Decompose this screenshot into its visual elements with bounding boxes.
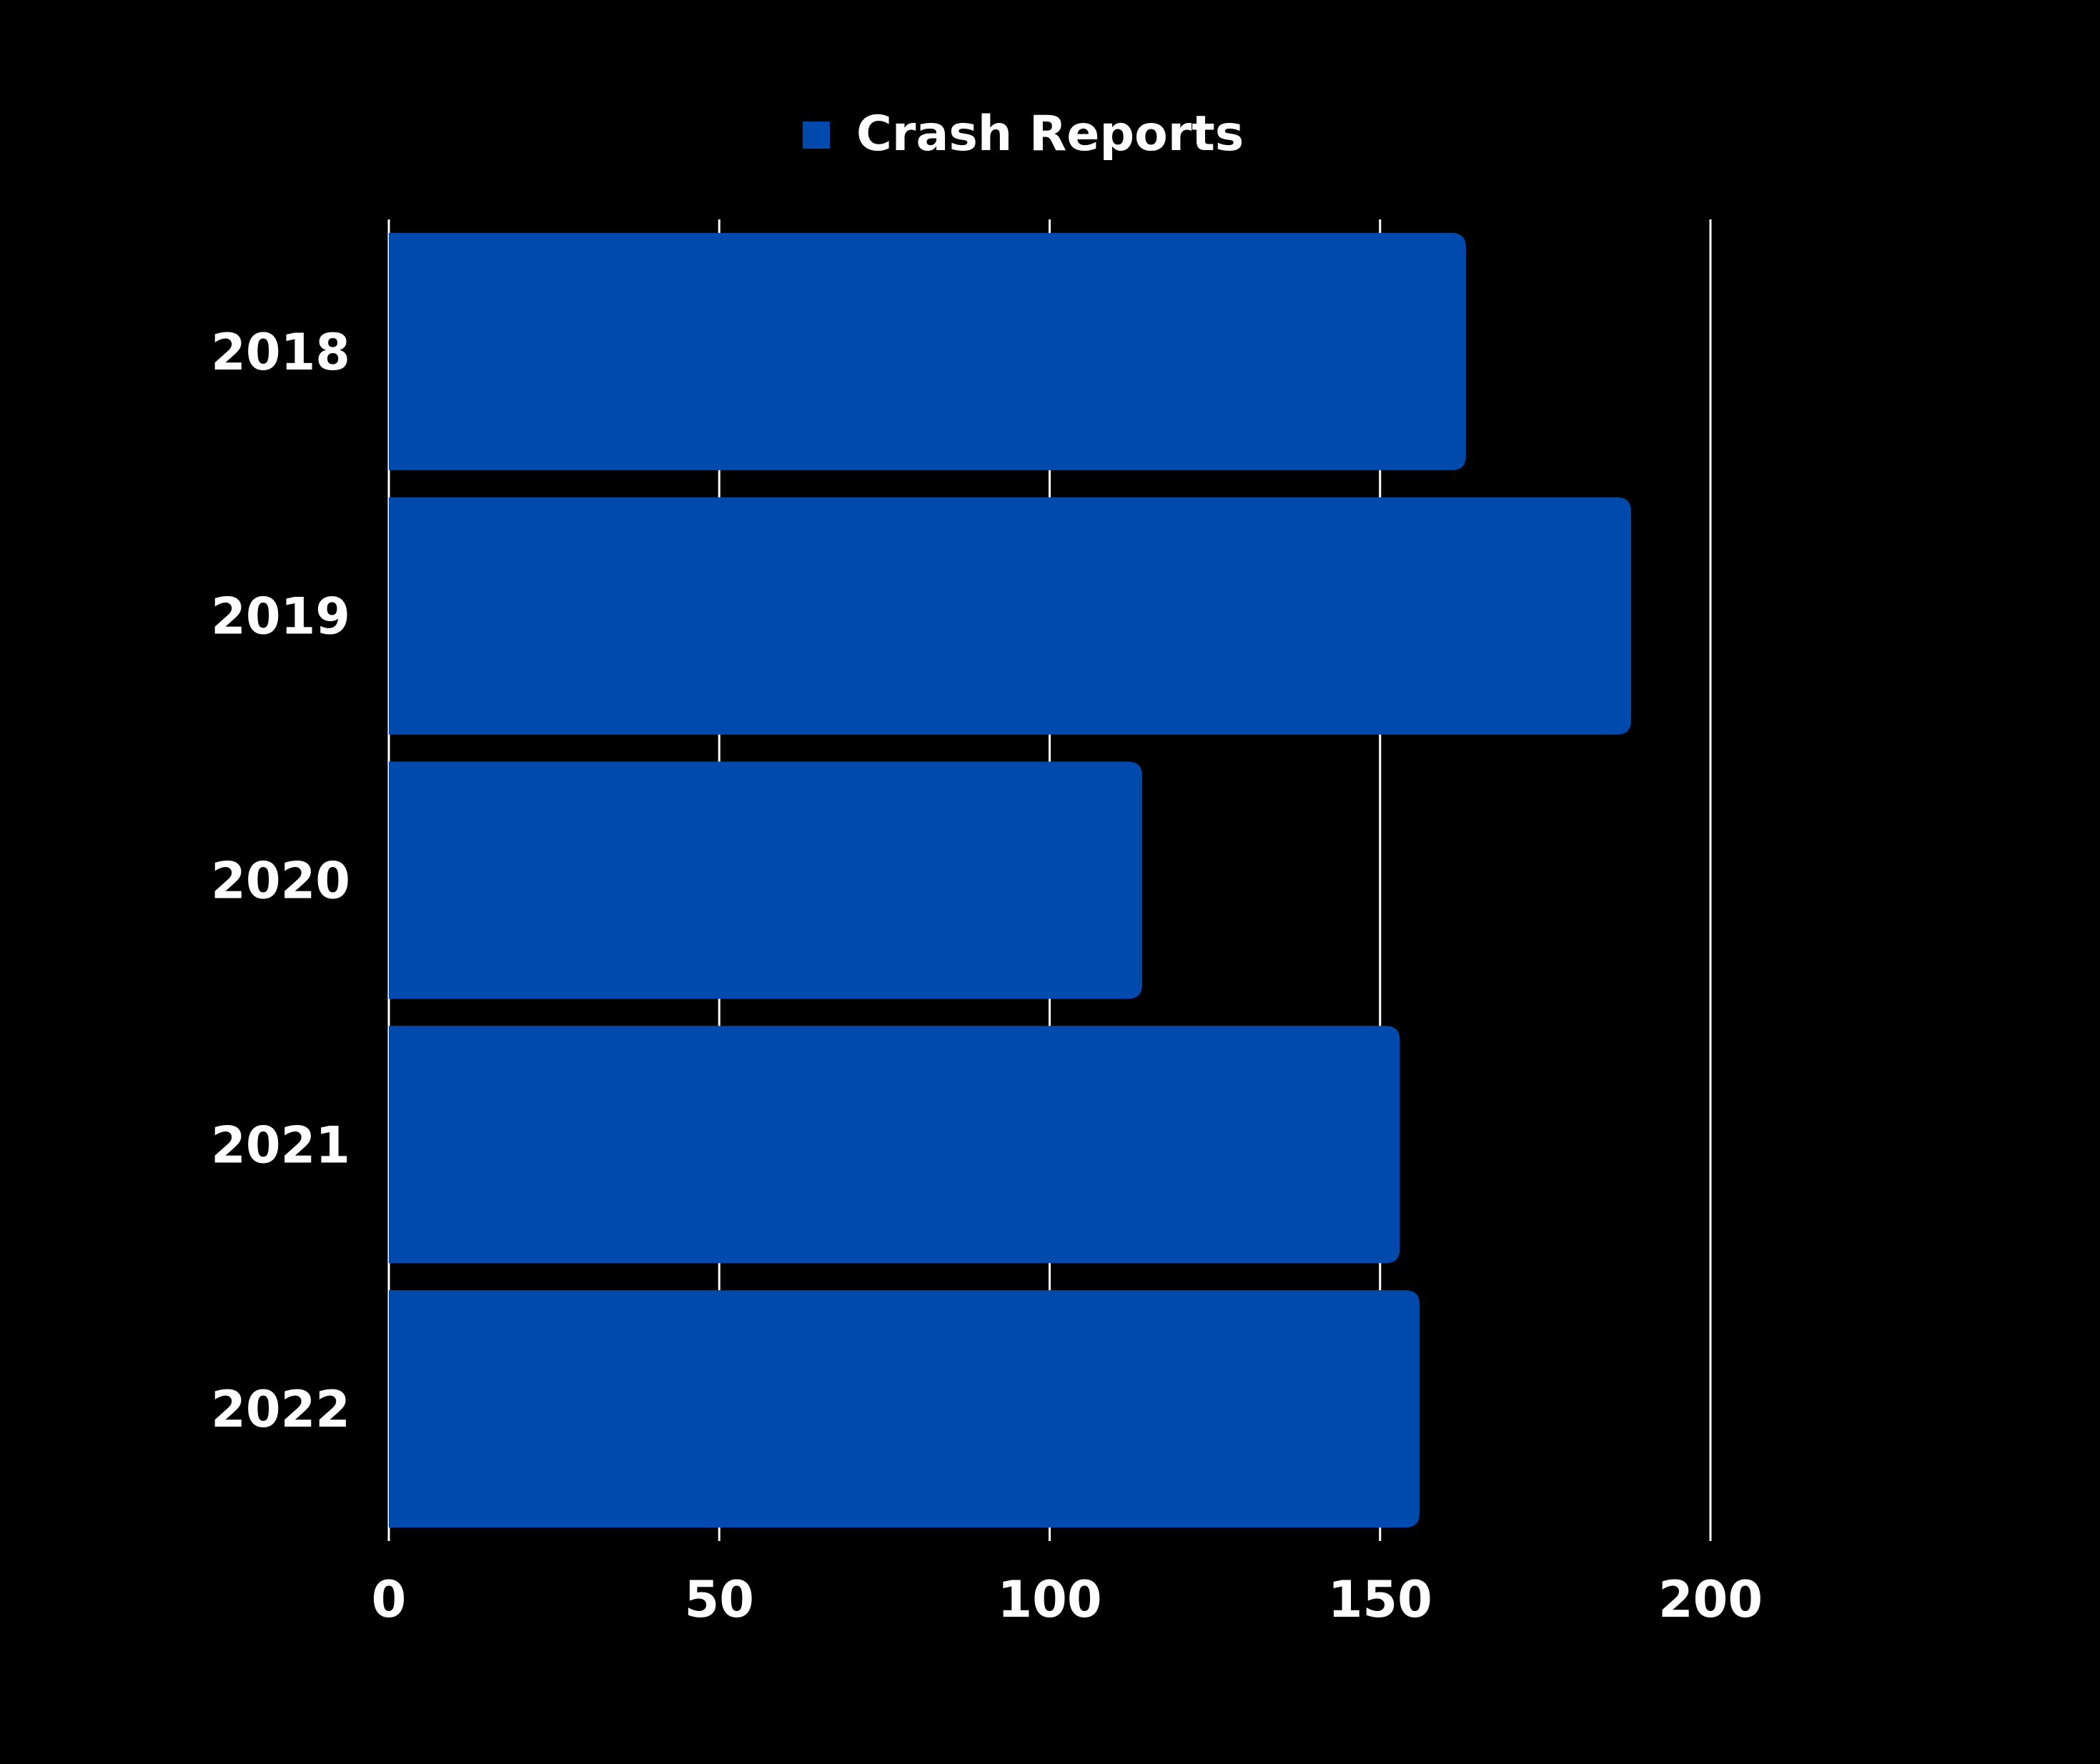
legend: Crash Reports [803, 106, 1244, 162]
bar-2019 [389, 497, 1632, 735]
legend-swatch [803, 122, 830, 149]
axis-layer: 2018 2019 2020 2021 2022 0 50 100 150 200 [211, 323, 1763, 1629]
category-label-2021: 2021 [211, 1116, 350, 1174]
x-tick-label-150: 150 [1328, 1570, 1432, 1629]
x-tick-label-50: 50 [685, 1570, 754, 1629]
x-tick-label-200: 200 [1658, 1570, 1763, 1629]
category-label-2022: 2022 [211, 1380, 350, 1439]
x-tick-label-0: 0 [372, 1570, 407, 1629]
x-tick-label-100: 100 [997, 1570, 1101, 1629]
bar-2018 [389, 232, 1466, 470]
legend-label: Crash Reports [856, 106, 1244, 162]
bar-2020 [389, 761, 1142, 999]
bar-2021 [389, 1026, 1400, 1264]
category-label-2018: 2018 [211, 323, 350, 382]
category-label-2020: 2020 [211, 852, 350, 911]
category-label-2019: 2019 [211, 588, 350, 646]
bar-layer [389, 232, 1632, 1528]
bar-2022 [389, 1290, 1420, 1528]
